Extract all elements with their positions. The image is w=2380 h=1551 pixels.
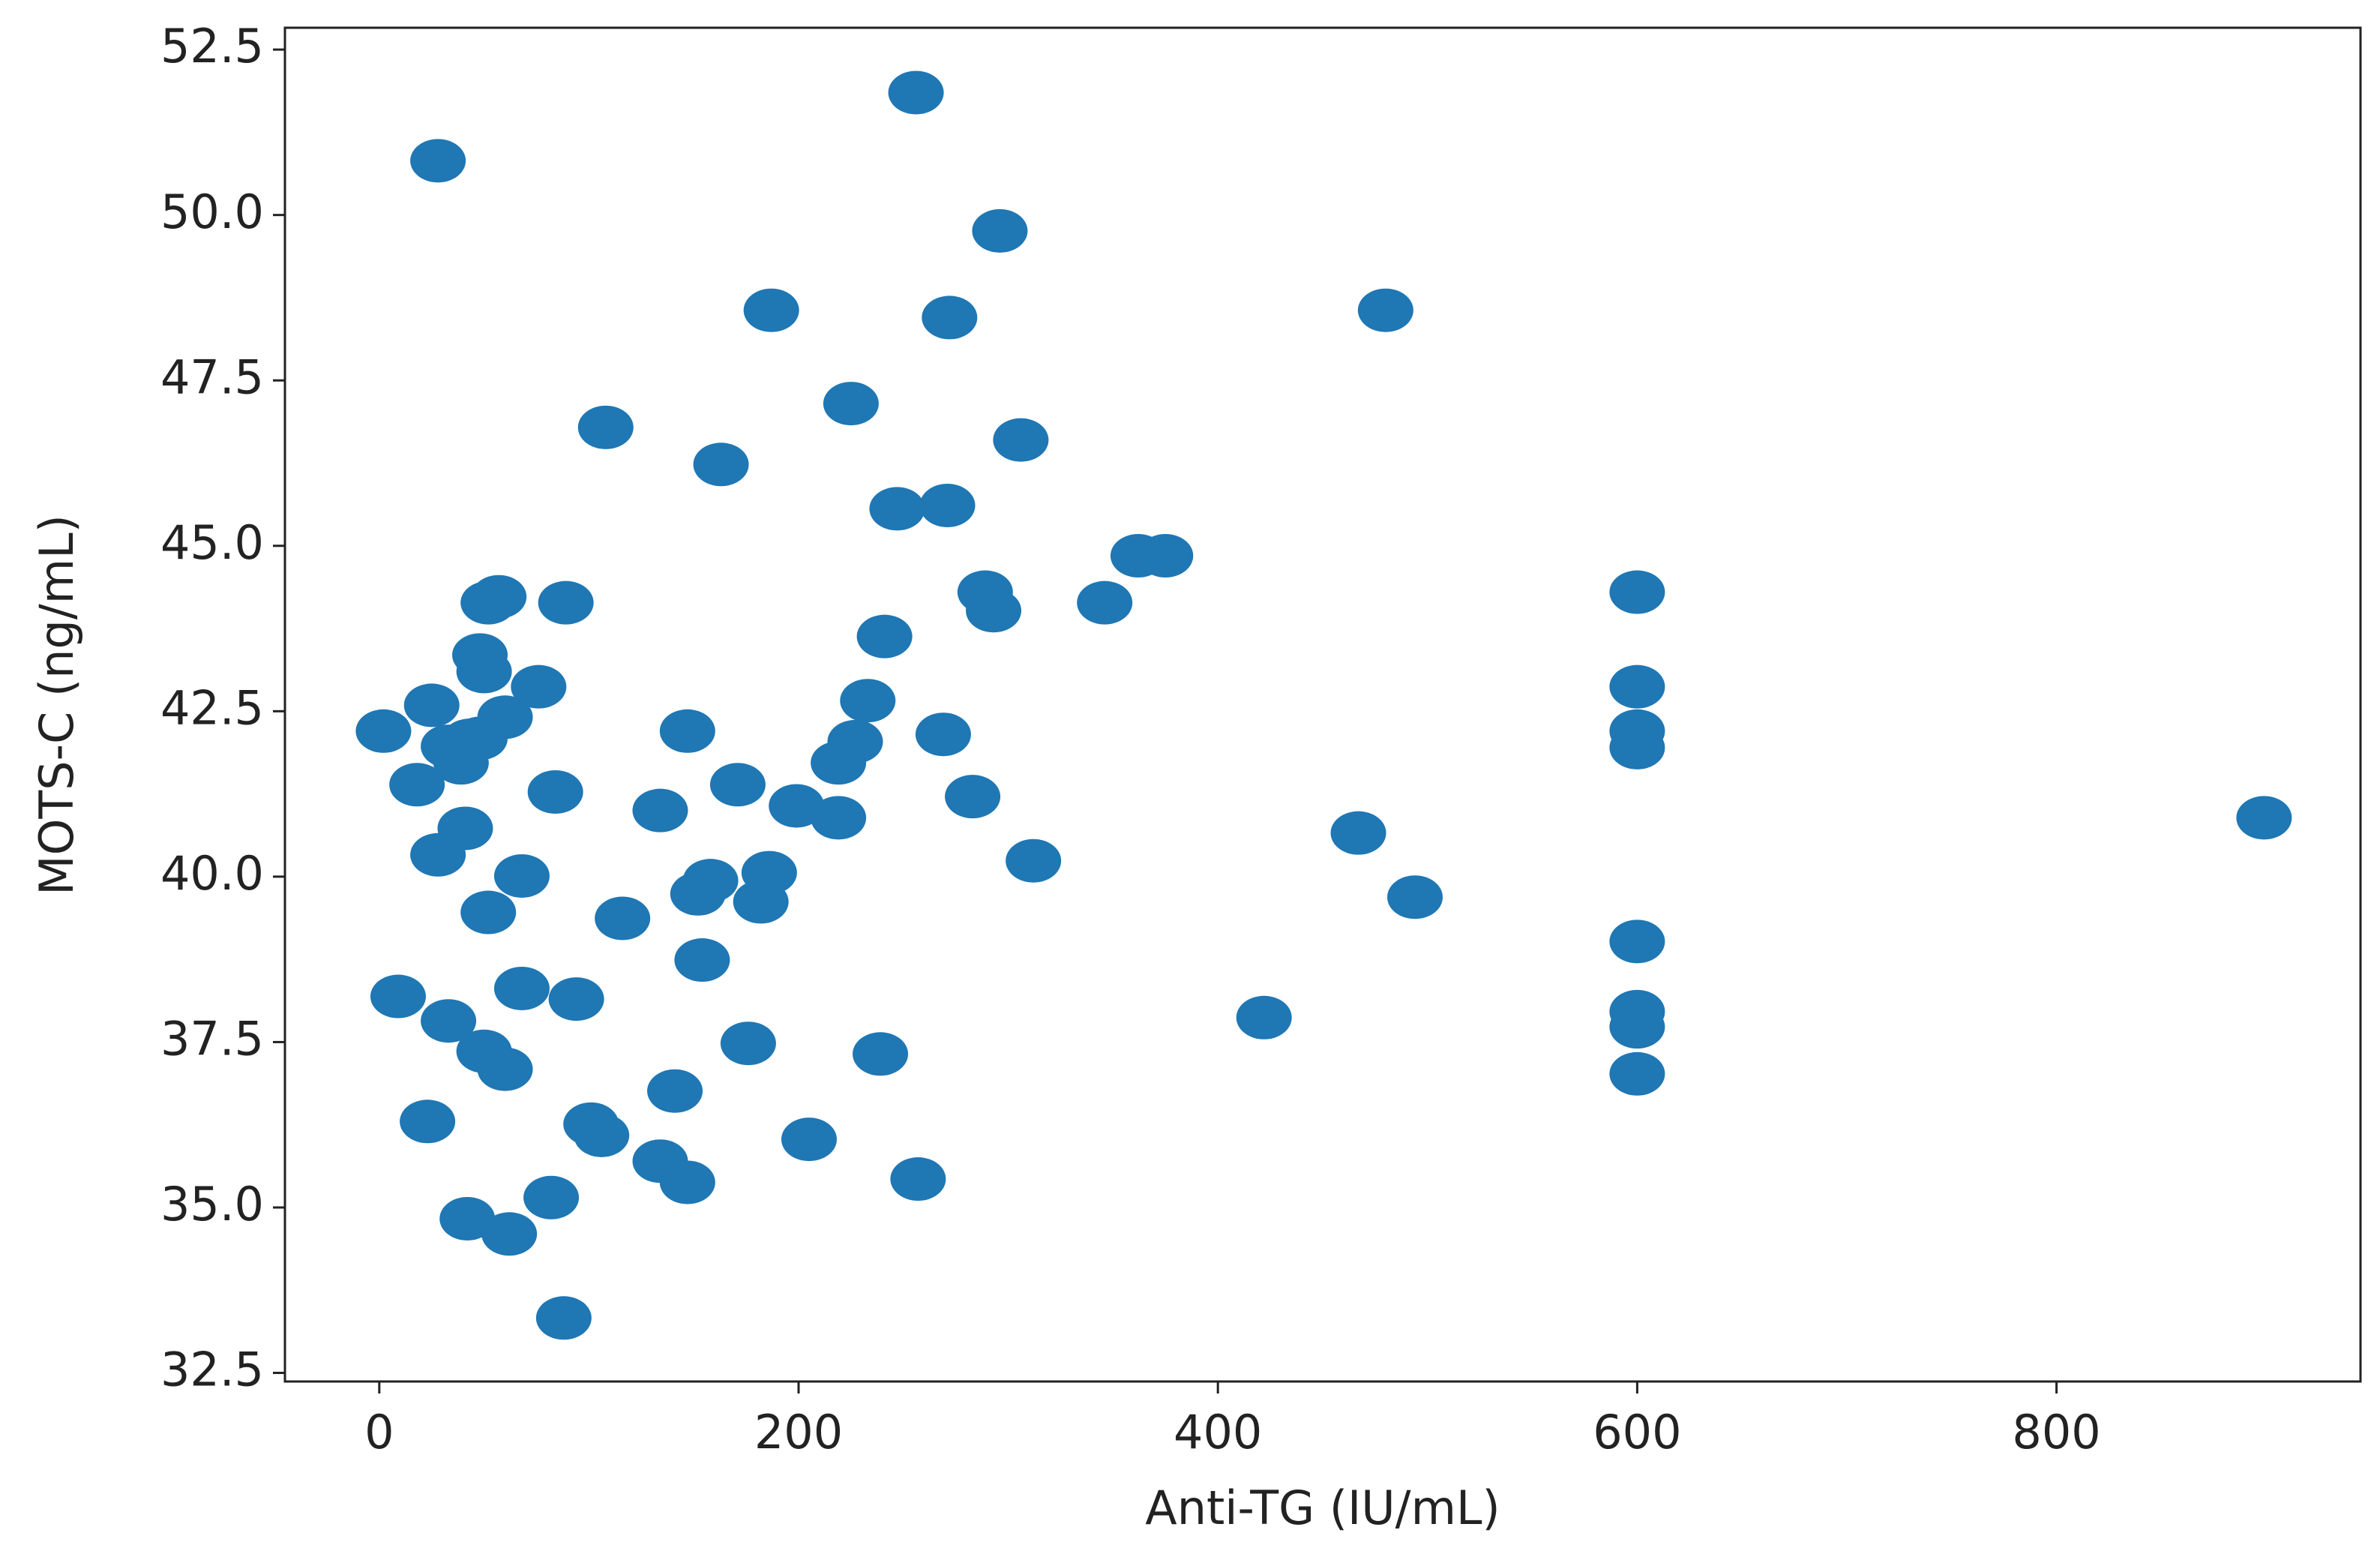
scatter-point — [811, 796, 867, 840]
scatter-point — [1609, 920, 1665, 964]
y-tick-label: 50.0 — [160, 184, 264, 239]
x-tick-label: 400 — [1174, 1405, 1262, 1460]
y-axis-label: MOTS-C (ng/mL) — [29, 514, 84, 896]
scatter-point — [972, 208, 1028, 253]
y-tick-label: 35.0 — [160, 1177, 264, 1232]
scatter-point — [781, 1118, 837, 1162]
scatter-point — [403, 683, 460, 728]
scatter-point — [548, 977, 604, 1022]
scatter-point — [632, 788, 688, 832]
y-tick-label: 40.0 — [160, 846, 264, 901]
scatter-point — [1357, 288, 1413, 332]
scatter-point — [733, 880, 789, 924]
scatter-point — [840, 679, 896, 723]
x-tick-label: 200 — [754, 1405, 843, 1460]
scatter-point — [915, 712, 971, 757]
x-tick-label: 800 — [2012, 1405, 2100, 1460]
scatter-point — [659, 1160, 715, 1204]
scatter-point — [769, 784, 825, 828]
y-tick-label: 52.5 — [160, 19, 264, 74]
scatter-point — [535, 1296, 592, 1340]
scatter-point — [853, 1032, 909, 1076]
scatter-point — [471, 574, 527, 619]
y-tick-label: 45.0 — [160, 515, 264, 570]
x-axis-label: Anti-TG (IU/mL) — [1145, 1480, 1500, 1535]
scatter-point — [1609, 725, 1665, 770]
scatter-point — [355, 709, 412, 753]
scatter-point — [456, 650, 512, 694]
scatter-point — [890, 1157, 946, 1202]
scatter-point — [1006, 838, 1062, 883]
scatter-point — [493, 854, 550, 898]
x-tick-label: 600 — [1593, 1405, 1681, 1460]
scatter-point — [720, 1022, 776, 1066]
scatter-point — [410, 139, 466, 183]
scatter-point — [709, 763, 766, 807]
scatter-point — [659, 709, 715, 753]
scatter-point — [1609, 664, 1665, 709]
y-tick-label: 32.5 — [160, 1342, 264, 1397]
scatter-point — [674, 938, 730, 982]
scatter-point — [410, 832, 466, 877]
scatter-point — [647, 1069, 703, 1113]
scatter-point — [693, 442, 749, 487]
scatter-point — [993, 418, 1049, 462]
y-tick-label: 42.5 — [160, 680, 264, 735]
scatter-point — [945, 775, 1001, 819]
scatter-point — [856, 614, 913, 658]
scatter-point — [1330, 811, 1386, 855]
scatter-point — [966, 589, 1022, 633]
scatter-point — [389, 763, 445, 807]
scatter-point — [811, 741, 867, 785]
scatter-point — [574, 1113, 630, 1157]
scatter-point — [919, 483, 976, 527]
scatter-point — [493, 966, 550, 1010]
scatter-point — [538, 580, 594, 625]
plot-frame — [283, 26, 2362, 1383]
scatter-point — [1138, 534, 1194, 578]
scatter-point — [433, 741, 489, 785]
scatter-point — [527, 770, 583, 814]
scatter-point — [577, 405, 634, 449]
scatter-point — [743, 288, 799, 332]
scatter-point — [823, 382, 879, 426]
scatter-point — [400, 1100, 456, 1144]
scatter-point — [1609, 1005, 1665, 1049]
scatter-point — [421, 999, 477, 1043]
scatter-point — [460, 890, 517, 934]
scatter-point — [1387, 875, 1443, 920]
scatter-point — [439, 1196, 496, 1240]
scatter-point — [595, 896, 651, 940]
scatter-point — [869, 487, 925, 531]
scatter-point — [2236, 796, 2292, 840]
scatter-point — [922, 296, 978, 340]
scatter-point — [370, 974, 426, 1018]
scatter-point — [1609, 1052, 1665, 1096]
y-tick-label: 37.5 — [160, 1012, 264, 1066]
scatter-point — [670, 872, 726, 916]
scatter-point — [1609, 570, 1665, 614]
y-tick-label: 47.5 — [160, 350, 264, 404]
scatter-point — [1077, 580, 1133, 625]
scatter-point — [477, 1047, 533, 1091]
scatter-point — [523, 1175, 580, 1220]
scatter-point — [511, 664, 567, 709]
scatter-point — [1236, 995, 1292, 1040]
scatter-point — [888, 70, 944, 115]
x-tick-label: 0 — [364, 1405, 394, 1460]
scatter-point — [481, 1212, 538, 1256]
